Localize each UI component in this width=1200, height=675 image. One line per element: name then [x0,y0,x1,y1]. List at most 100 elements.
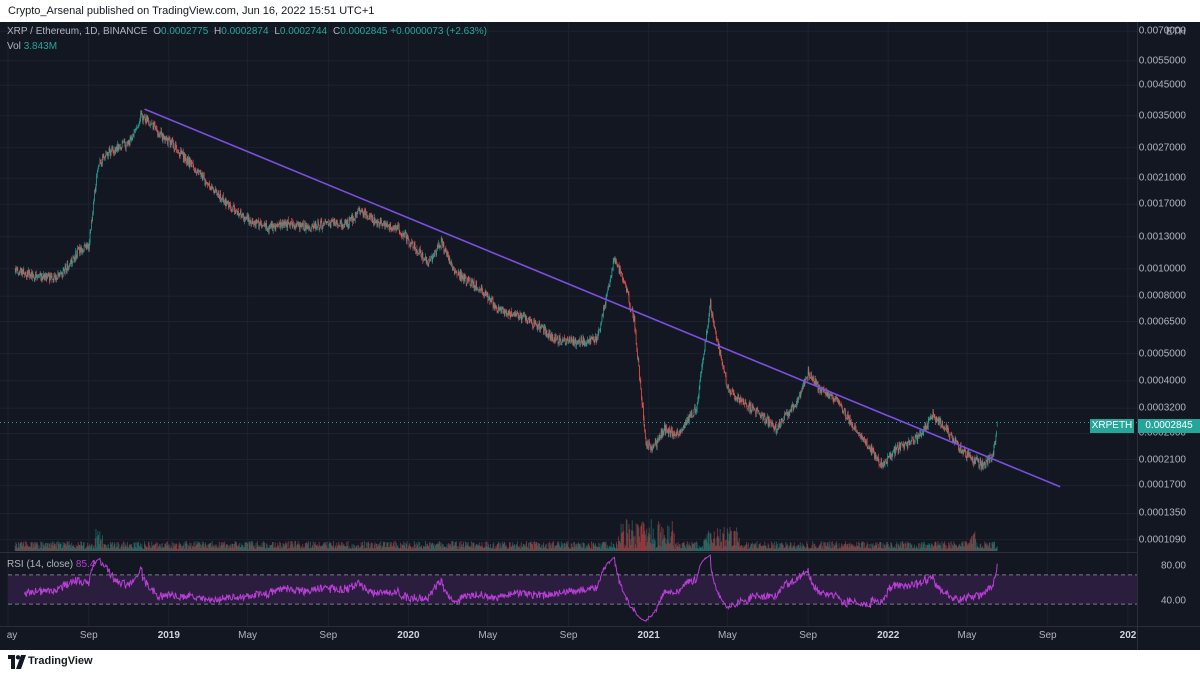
trendline[interactable] [144,108,1061,488]
volume-bar [547,542,549,551]
volume-bar [369,547,371,551]
volume-bar [642,522,644,551]
candle-body [439,245,441,248]
candle-body [30,276,31,278]
candle-body [572,340,573,343]
volume-bar [277,545,279,551]
volume-bar [220,545,222,551]
candle-body [203,175,205,179]
volume-bar [848,547,850,551]
volume-bar [112,547,114,551]
candle-body [926,424,928,430]
candle-body [539,323,540,331]
candle-body [460,271,462,280]
candle-body [878,456,879,462]
candle-body [82,251,84,253]
candle-body [661,430,663,438]
price-axis-label: 0.0003200 [1138,402,1186,414]
volume-bar [841,544,843,551]
candle-body [641,389,642,399]
volume-bar [253,548,255,551]
candle-body [167,138,168,145]
chart-area[interactable]: XRP / Ethereum, 1D, BINANCE O0.0002775 H… [0,22,1200,650]
volume-bar [375,543,377,551]
volume-bar [428,545,430,551]
volume-bar [17,547,19,551]
volume-bar [34,546,36,551]
volume-bar [564,546,566,551]
volume-bar [986,545,988,551]
volume-bar [584,548,586,551]
candle-body [588,340,590,342]
volume-bar [87,546,89,551]
candle-body [300,224,302,225]
candle-body [962,450,963,453]
volume-bar [352,547,354,551]
volume-bar [697,548,699,551]
candle-body [113,149,114,154]
candle-body [973,458,975,464]
volume-bar [40,541,42,551]
candle-body [158,134,160,137]
volume-bar [126,541,128,551]
candle-body [177,152,178,154]
volume-bar [659,532,661,551]
candle-body [81,251,83,253]
candle-body [402,234,404,235]
candle-body [718,344,720,347]
candle-body [744,402,746,404]
volume-bar [156,548,158,551]
candle-body [253,222,254,224]
candle-body [942,421,944,428]
volume-bar [195,544,197,551]
candle-body [376,221,378,226]
volume-bar [522,546,524,551]
publish-info: Crypto_Arsenal published on TradingView.… [8,5,375,17]
candle-body [909,441,911,445]
candle-body [16,268,18,271]
pane-divider[interactable] [0,552,1137,553]
volume-bar [715,545,717,551]
volume-bar [387,542,389,551]
candle-body [796,399,798,404]
rsi-legend[interactable]: RSI (14, close) 85.4 [7,559,95,570]
volume-bar [963,545,965,551]
volume-bar [928,545,930,551]
volume-bar [182,546,184,551]
volume-bar [124,542,126,551]
volume-bar [632,530,634,551]
candle-body [429,258,430,261]
candle-body [192,162,194,168]
volume-bar [752,548,754,551]
candle-body [230,204,231,209]
volume-bar [975,547,977,551]
volume-bar [948,542,950,551]
candle-body [41,273,43,280]
symbol-legend[interactable]: XRP / Ethereum, 1D, BINANCE O0.0002775 H… [7,26,487,37]
candle-body [25,271,27,277]
candle-body [232,205,234,210]
volume-legend[interactable]: Vol 3.843M [7,41,57,52]
chart-canvas[interactable] [0,22,1200,650]
volume-bar [967,542,969,551]
volume-bar [224,548,226,551]
volume-bar [633,548,635,551]
volume-bar [426,544,428,551]
candle-body [647,441,648,447]
volume-bar [754,542,756,551]
volume-bar [83,542,85,551]
candle-body [172,139,174,142]
candle-body [333,220,334,224]
candle-body [121,146,122,151]
candle-body [400,233,402,235]
candle-body [64,266,66,273]
candle-body [77,247,79,249]
volume-bar [740,545,742,551]
volume-bar [790,543,792,551]
volume-bar [258,546,260,551]
volume-bar [210,543,212,551]
candle-body [817,381,818,384]
volume-bar [731,546,733,551]
candle-body [848,415,850,424]
candle-body [615,260,617,263]
